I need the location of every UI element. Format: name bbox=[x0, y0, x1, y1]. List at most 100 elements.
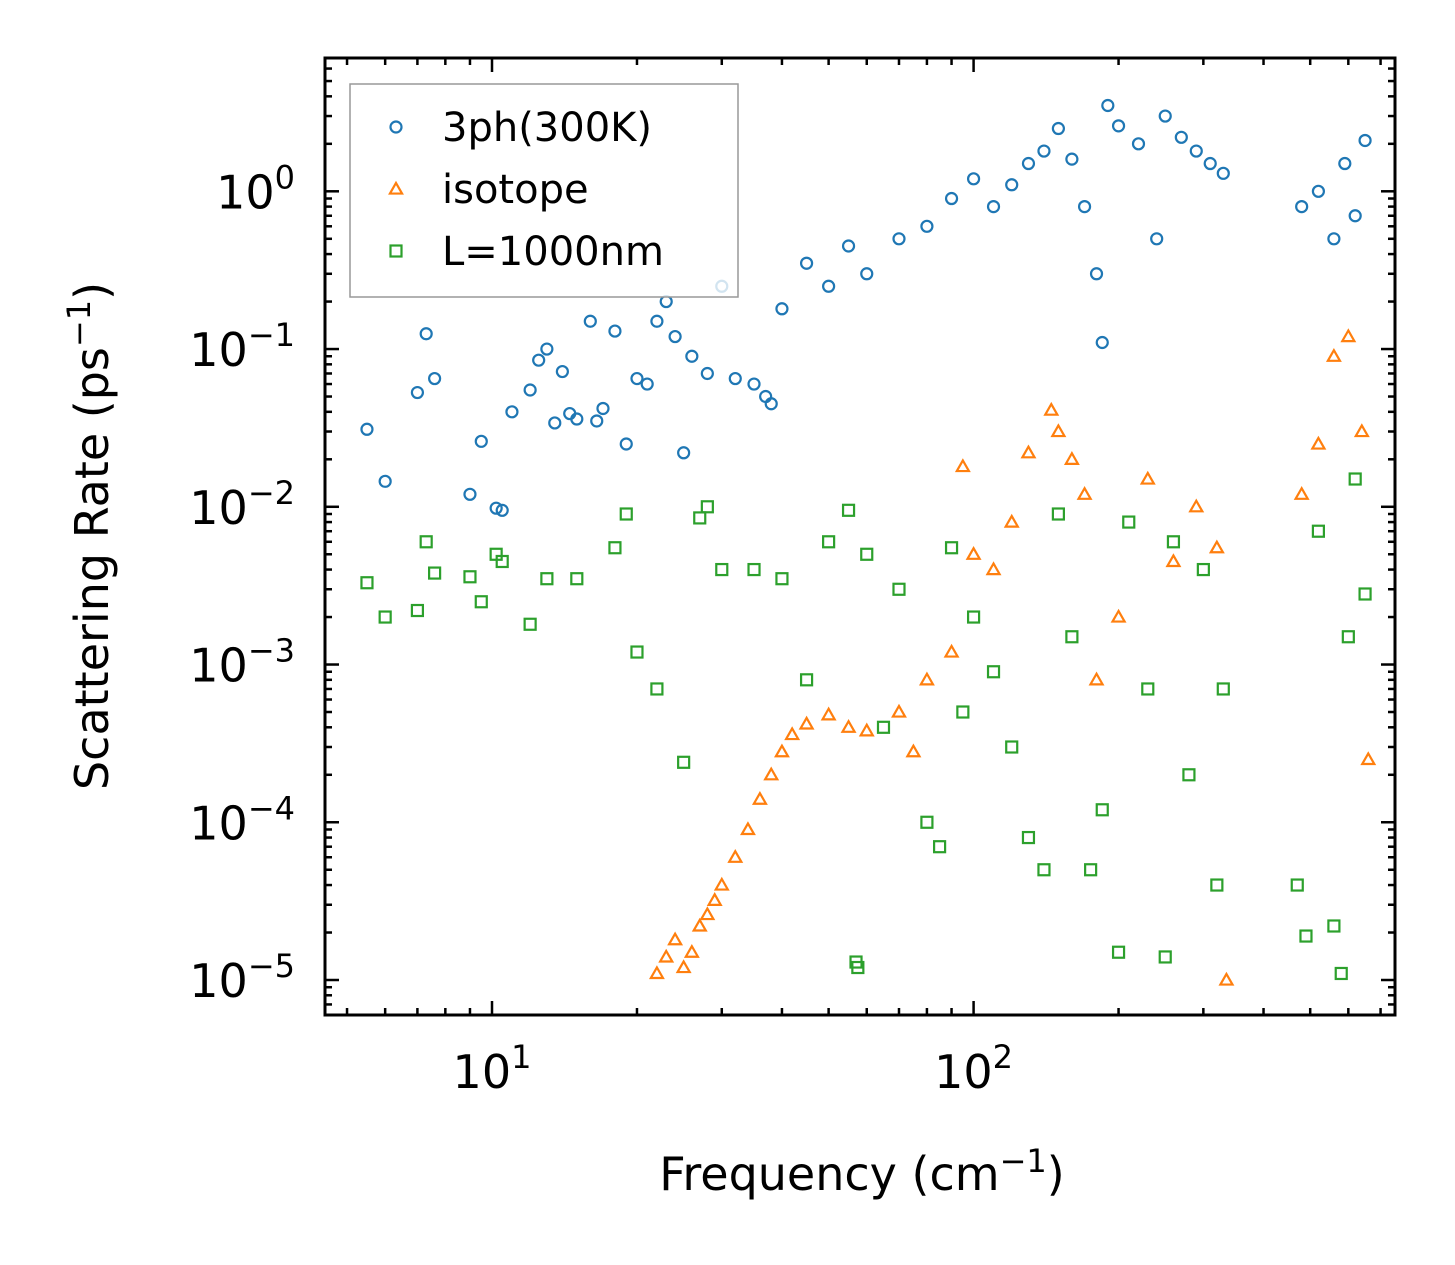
legend-marker bbox=[388, 180, 404, 195]
x-axis-unit: cm bbox=[929, 1147, 999, 1201]
data-point bbox=[891, 703, 907, 718]
data-point bbox=[548, 416, 562, 430]
y-axis-unit-exp: −1 bbox=[60, 300, 98, 347]
data-point bbox=[920, 219, 934, 233]
data-point bbox=[619, 507, 633, 521]
legend-marker bbox=[389, 244, 403, 258]
data-point bbox=[944, 541, 959, 555]
data-point bbox=[378, 474, 392, 488]
data-point bbox=[667, 931, 684, 946]
data-point bbox=[532, 353, 546, 367]
data-point bbox=[954, 458, 971, 473]
data-point bbox=[706, 892, 723, 906]
data-point bbox=[540, 342, 554, 356]
data-point bbox=[713, 876, 730, 891]
data-point bbox=[892, 582, 906, 596]
data-point bbox=[1065, 630, 1079, 644]
data-point bbox=[360, 576, 374, 590]
data-point bbox=[640, 377, 654, 391]
data-point bbox=[463, 570, 477, 584]
data-point bbox=[685, 349, 699, 363]
data-point bbox=[1208, 539, 1225, 554]
data-point bbox=[700, 366, 714, 381]
data-point bbox=[1188, 498, 1205, 513]
data-point bbox=[1089, 267, 1104, 281]
data-point bbox=[650, 314, 664, 328]
legend-label: 3ph(300K) bbox=[442, 105, 652, 151]
data-point bbox=[1110, 608, 1127, 623]
plot-frame bbox=[323, 56, 1397, 1017]
x-tick-label: 102 bbox=[934, 1038, 1013, 1099]
data-point bbox=[1051, 121, 1065, 136]
data-point bbox=[683, 943, 700, 958]
data-point bbox=[1348, 209, 1362, 223]
data-point bbox=[1189, 144, 1203, 158]
data-point bbox=[986, 199, 1001, 214]
data-point bbox=[1310, 435, 1327, 450]
data-point bbox=[905, 743, 922, 758]
data-point bbox=[822, 535, 836, 549]
data-point bbox=[1084, 863, 1098, 877]
x-axis-label-text: Frequency bbox=[659, 1147, 897, 1201]
data-point bbox=[1131, 137, 1146, 151]
data-point bbox=[1216, 166, 1230, 180]
data-point bbox=[596, 401, 610, 416]
x-tick-label: 101 bbox=[453, 1038, 532, 1099]
data-point bbox=[918, 671, 935, 686]
data-point bbox=[1021, 830, 1036, 845]
data-point bbox=[428, 566, 442, 580]
y-tick-label: 10−5 bbox=[189, 947, 295, 1008]
y-axis-label: Scattering Rate (ps−1) bbox=[60, 282, 119, 790]
data-point bbox=[820, 706, 837, 721]
y-tick-label: 10−4 bbox=[189, 789, 295, 850]
data-point bbox=[799, 256, 814, 270]
data-point bbox=[1005, 740, 1019, 754]
data-point bbox=[751, 790, 768, 805]
data-point bbox=[956, 705, 970, 719]
data-point bbox=[495, 503, 509, 517]
data-point bbox=[495, 554, 509, 569]
data-point bbox=[463, 487, 477, 501]
data-point bbox=[658, 948, 675, 963]
data-point bbox=[1216, 682, 1230, 696]
data-point bbox=[860, 267, 874, 281]
data-point bbox=[675, 959, 692, 974]
data-point bbox=[619, 437, 633, 451]
data-point bbox=[419, 535, 433, 549]
data-point bbox=[1299, 929, 1313, 943]
plot-marks bbox=[360, 98, 1377, 986]
data-point bbox=[1020, 444, 1037, 459]
data-point bbox=[474, 434, 488, 448]
data-point bbox=[1353, 423, 1370, 438]
data-point bbox=[763, 766, 780, 781]
data-point bbox=[764, 397, 778, 411]
data-point bbox=[608, 541, 622, 555]
data-point bbox=[505, 405, 519, 419]
legend: 3ph(300K) isotope L=1000nm bbox=[349, 83, 739, 298]
y-axis-label-text: Scattering Rate bbox=[65, 433, 119, 790]
data-point bbox=[523, 617, 537, 631]
data-point bbox=[747, 562, 761, 577]
data-point bbox=[1338, 156, 1352, 171]
data-point bbox=[1327, 919, 1341, 933]
data-point bbox=[944, 191, 959, 206]
data-point bbox=[693, 511, 707, 525]
data-point bbox=[630, 371, 644, 386]
legend-entry: L=1000nm bbox=[389, 229, 664, 275]
data-point bbox=[920, 815, 934, 829]
data-point bbox=[691, 917, 708, 932]
data-point bbox=[419, 327, 433, 341]
data-point bbox=[1101, 98, 1115, 113]
legend-box bbox=[349, 83, 739, 298]
data-point bbox=[822, 279, 836, 293]
data-point bbox=[1182, 768, 1196, 782]
data-point bbox=[540, 572, 554, 586]
data-point bbox=[1311, 524, 1326, 538]
data-point bbox=[1358, 587, 1372, 601]
data-point bbox=[428, 371, 442, 386]
data-point bbox=[1358, 133, 1372, 148]
data-point bbox=[1095, 335, 1109, 350]
data-point bbox=[943, 643, 960, 658]
data-point bbox=[378, 610, 392, 624]
